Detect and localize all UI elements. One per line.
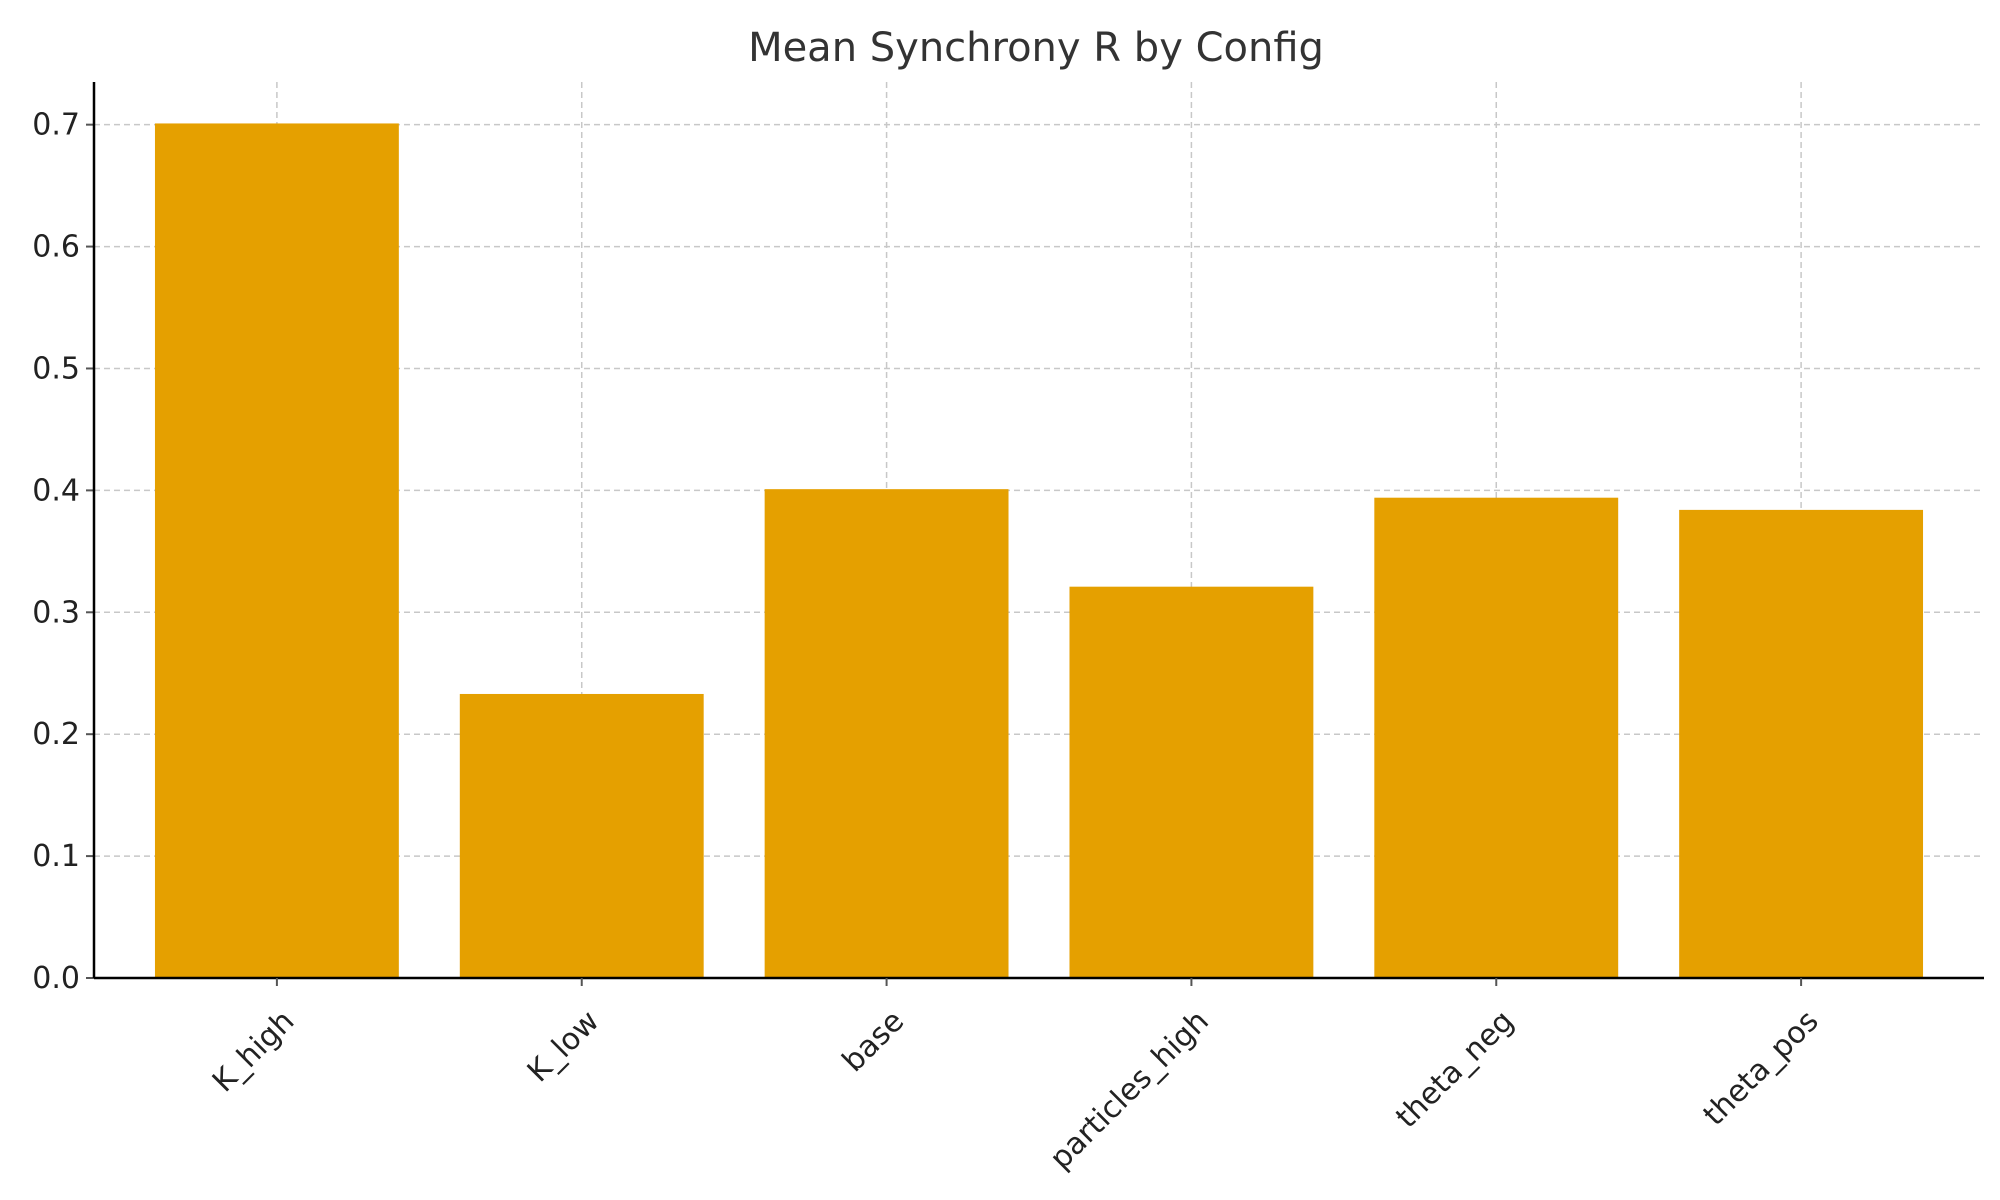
x-tick-label: base (836, 1004, 911, 1079)
bars-layer (154, 123, 1924, 978)
x-tick-labels: K_high K_low base particles_high theta_neg th… (206, 1004, 1826, 1177)
y-tick-labels: 0.0 0.1 0.2 0.3 0.4 0.5 0.6 0.7 (32, 108, 80, 996)
bar-base (764, 489, 1009, 978)
axes-layer (86, 82, 1984, 986)
y-tick-label: 0.6 (32, 230, 80, 265)
bar-k-low (459, 693, 704, 978)
y-tick-label: 0.4 (32, 473, 80, 508)
bar-theta-pos (1679, 509, 1924, 978)
bar-k-high (154, 123, 399, 978)
y-tick-label: 0.2 (32, 717, 80, 752)
y-tick-label: 0.3 (32, 595, 80, 630)
bar-particles-high (1069, 586, 1314, 978)
x-tick-label: particles_high (1043, 1004, 1216, 1177)
y-tick-label: 0.5 (32, 351, 80, 386)
bar-theta-neg (1374, 497, 1619, 978)
y-tick-label: 0.1 (32, 839, 80, 874)
grid-layer (94, 82, 1984, 978)
y-tick-label: 0.0 (32, 961, 80, 996)
x-tick-label: theta_neg (1389, 1004, 1520, 1135)
chart-title: Mean Synchrony R by Config (748, 25, 1324, 71)
x-tick-label: theta_pos (1697, 1004, 1826, 1133)
y-tick-label: 0.7 (32, 108, 80, 143)
x-tick-label: K_low (521, 1004, 606, 1089)
x-tick-label: K_high (206, 1004, 302, 1100)
